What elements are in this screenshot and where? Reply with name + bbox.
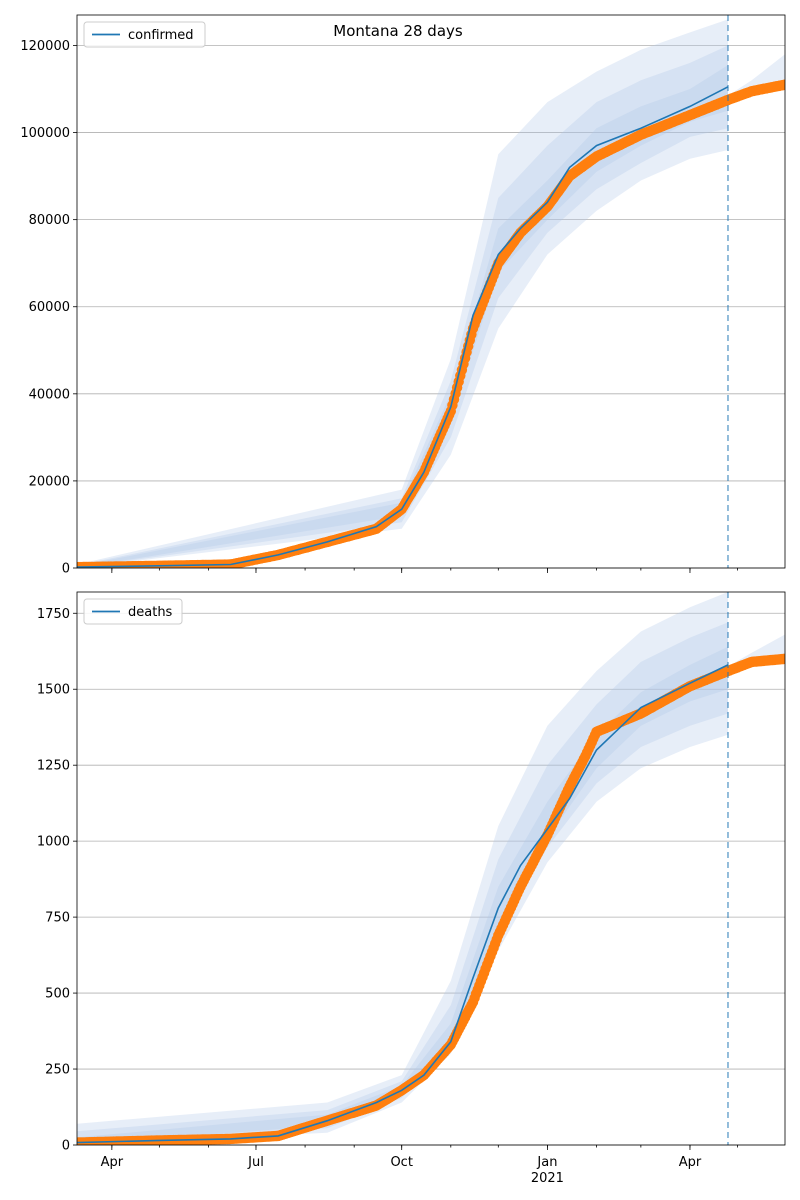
x-year-label: 2021	[531, 1171, 564, 1186]
x-tick-label: Jan	[536, 1155, 557, 1170]
x-tick-label: Oct	[390, 1155, 412, 1170]
y-tick-label: 120000	[20, 39, 70, 54]
x-tick-label: Apr	[101, 1155, 124, 1170]
y-tick-label: 1750	[37, 607, 70, 622]
y-tick-label: 500	[45, 987, 70, 1002]
deaths-panel: 0 250 500 750 1000 1250 1500 1750 Apr Jul Oct Jan20…	[37, 591, 786, 1186]
y-tick-label: 60000	[29, 300, 70, 315]
legend-box	[83, 598, 183, 625]
legend: deaths	[83, 598, 183, 625]
y-tick-label: 750	[45, 911, 70, 926]
y-tick-label: 100000	[20, 126, 70, 141]
x-tick-label: Jul	[247, 1155, 264, 1170]
confirmed-panel: 0 20000 40000 60000 80000 100000 120000 confirm…	[20, 14, 786, 577]
plot-area	[77, 592, 785, 1145]
figure-title: Montana 28 days	[333, 22, 463, 40]
uncertainty-band	[77, 622, 728, 1145]
y-tick-label: 20000	[29, 474, 70, 489]
observed-point	[779, 653, 785, 664]
legend: confirmed	[83, 21, 206, 48]
y-tick-label: 1250	[37, 759, 70, 774]
uncertainty-band	[77, 592, 728, 1145]
y-tick-label: 40000	[29, 387, 70, 402]
y-tick-label: 0	[62, 1139, 70, 1154]
legend-label: confirmed	[128, 28, 194, 43]
legend-box	[83, 21, 206, 48]
plot-area	[77, 19, 785, 568]
model-line	[77, 86, 729, 568]
observed-point	[779, 79, 785, 90]
y-tick-label: 80000	[29, 213, 70, 228]
y-tick-label: 0	[62, 562, 70, 577]
uncertainty-band	[77, 19, 728, 568]
uncertainty-band	[77, 65, 728, 568]
y-tick-label: 1500	[37, 683, 70, 698]
x-tick-label: Apr	[679, 1155, 702, 1170]
model-line	[77, 664, 729, 1144]
legend-label: deaths	[128, 605, 173, 620]
axes-frame	[76, 591, 786, 1146]
y-tick-label: 250	[45, 1063, 70, 1078]
axes-frame	[76, 14, 786, 569]
y-tick-label: 1000	[37, 835, 70, 850]
